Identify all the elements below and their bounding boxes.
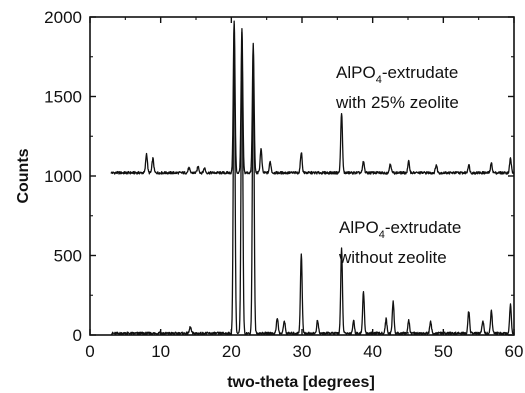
ticks-layer: [89, 16, 515, 336]
x-tick-label: 30: [293, 342, 312, 361]
annotation-upper-line2: with 25% zeolite: [335, 93, 459, 112]
annotation-lower-line2: without zeolite: [338, 248, 447, 267]
annotation-upper-main: AlPO: [336, 63, 376, 82]
y-axis-title: Counts: [15, 148, 32, 203]
x-axis-title: two-theta [degrees]: [227, 374, 375, 391]
x-tick-label: 20: [222, 342, 241, 361]
series-layer: [110, 20, 515, 336]
y-tick-label: 1000: [44, 167, 82, 186]
y-tick-label: 500: [54, 247, 82, 266]
series-line-2: [110, 23, 515, 336]
annotation-lower-sub: 4: [379, 229, 385, 241]
x-tick-label: 10: [151, 342, 170, 361]
x-tick-label: 50: [434, 342, 453, 361]
y-tick-label: 2000: [44, 8, 82, 27]
series-line-1: [110, 20, 515, 175]
y-tick-label: 0: [73, 326, 82, 345]
annotation-lower-line1: AlPO4-extrudate: [339, 218, 461, 241]
annotation-upper-sub: 4: [376, 74, 382, 86]
x-tick-label: 40: [363, 342, 382, 361]
annotation-upper-line1: AlPO4-extrudate: [336, 63, 458, 86]
labels-layer: 0 10 20 30 40 50 60 0 500 1000 1500 2000: [44, 8, 523, 361]
x-tick-label: 0: [85, 342, 94, 361]
annotation-lower-rest: -extrudate: [385, 218, 462, 237]
annotation-upper-rest: -extrudate: [382, 63, 459, 82]
y-tick-label: 1500: [44, 88, 82, 107]
x-tick-label: 60: [505, 342, 524, 361]
annotation-lower-main: AlPO: [339, 218, 379, 237]
